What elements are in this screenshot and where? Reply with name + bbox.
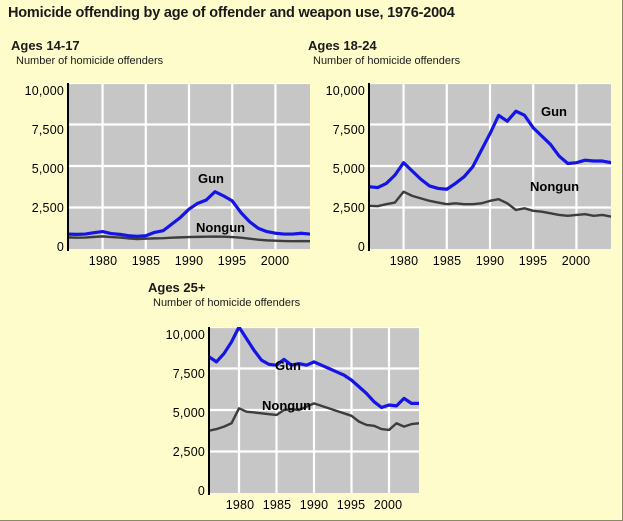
plot-area-ages-18-24 (368, 83, 611, 251)
ytick-label: 7,500 (31, 123, 64, 137)
series-label-gun: Gun (198, 171, 224, 186)
y-axis (368, 83, 370, 251)
ytick-label: 2,500 (332, 201, 365, 215)
xtick-label: 1985 (432, 254, 462, 268)
series-label-gun: Gun (541, 104, 567, 119)
panel-ages-18-24: Ages 18-24 Number of homicide offenders … (305, 38, 620, 273)
plot-svg-ages-18-24 (369, 83, 611, 249)
series-label-nongun: Nongun (262, 398, 312, 413)
ytick-label: 7,500 (332, 123, 365, 137)
xtick-label: 1985 (131, 254, 161, 268)
panel-ages-14-17: Ages 14-17 Number of homicide offenders … (8, 38, 310, 273)
gun-line (369, 109, 611, 191)
nongun-line (369, 190, 611, 218)
xtick-label: 1980 (389, 254, 419, 268)
gun-line (209, 327, 419, 410)
xtick-label: 1980 (88, 254, 118, 268)
xtick-label: 1985 (262, 498, 292, 512)
xtick-label: 1990 (475, 254, 505, 268)
ytick-label: 10,000 (165, 328, 205, 342)
series-label-gun: Gun (275, 358, 301, 373)
gridlines (369, 83, 611, 249)
plot-svg-ages-14-17 (68, 83, 310, 249)
ytick-label: 5,000 (172, 406, 205, 420)
ytick-label: 10,000 (24, 84, 64, 98)
ytick-label: 2,500 (172, 445, 205, 459)
series-label-nongun: Nongun (530, 179, 580, 194)
gun-line (68, 190, 310, 238)
panel-subtitle-ages-14-17: Number of homicide offenders (16, 55, 164, 67)
ytick-label: 7,500 (172, 367, 205, 381)
xtick-label: 2000 (260, 254, 290, 268)
xtick-label: 1990 (299, 498, 329, 512)
gridlines (68, 83, 310, 249)
panel-ages-25-plus: Ages 25+ Number of homicide offenders 10… (145, 280, 475, 520)
ytick-label: 2,500 (31, 201, 64, 215)
panel-title-ages-18-24: Ages 18-24 (308, 38, 377, 53)
xtick-label: 1995 (336, 498, 366, 512)
y-axis (67, 83, 69, 251)
panel-title-ages-25-plus: Ages 25+ (148, 280, 206, 295)
xtick-label: 1995 (217, 254, 247, 268)
panel-subtitle-ages-25-plus: Number of homicide offenders (153, 297, 301, 309)
xtick-label: 2000 (373, 498, 403, 512)
ytick-label: 10,000 (325, 84, 365, 98)
plot-area-ages-25-plus (208, 327, 419, 495)
plot-svg-ages-25-plus (209, 327, 419, 493)
panel-title-ages-14-17: Ages 14-17 (11, 38, 80, 53)
ytick-label: 0 (357, 240, 365, 254)
ytick-label: 5,000 (332, 162, 365, 176)
xtick-label: 2000 (561, 254, 591, 268)
y-axis (208, 327, 210, 495)
ytick-label: 0 (56, 240, 64, 254)
nongun-line (68, 235, 310, 243)
xtick-label: 1990 (174, 254, 204, 268)
panel-subtitle-ages-18-24: Number of homicide offenders (313, 55, 461, 67)
page-title: Homicide offending by age of offender an… (8, 5, 455, 21)
ytick-label: 0 (197, 484, 205, 498)
ytick-label: 5,000 (31, 162, 64, 176)
series-label-nongun: Nongun (196, 220, 246, 235)
xtick-label: 1995 (518, 254, 548, 268)
plot-area-ages-14-17 (67, 83, 310, 251)
nongun-line (209, 402, 419, 432)
xtick-label: 1980 (225, 498, 255, 512)
